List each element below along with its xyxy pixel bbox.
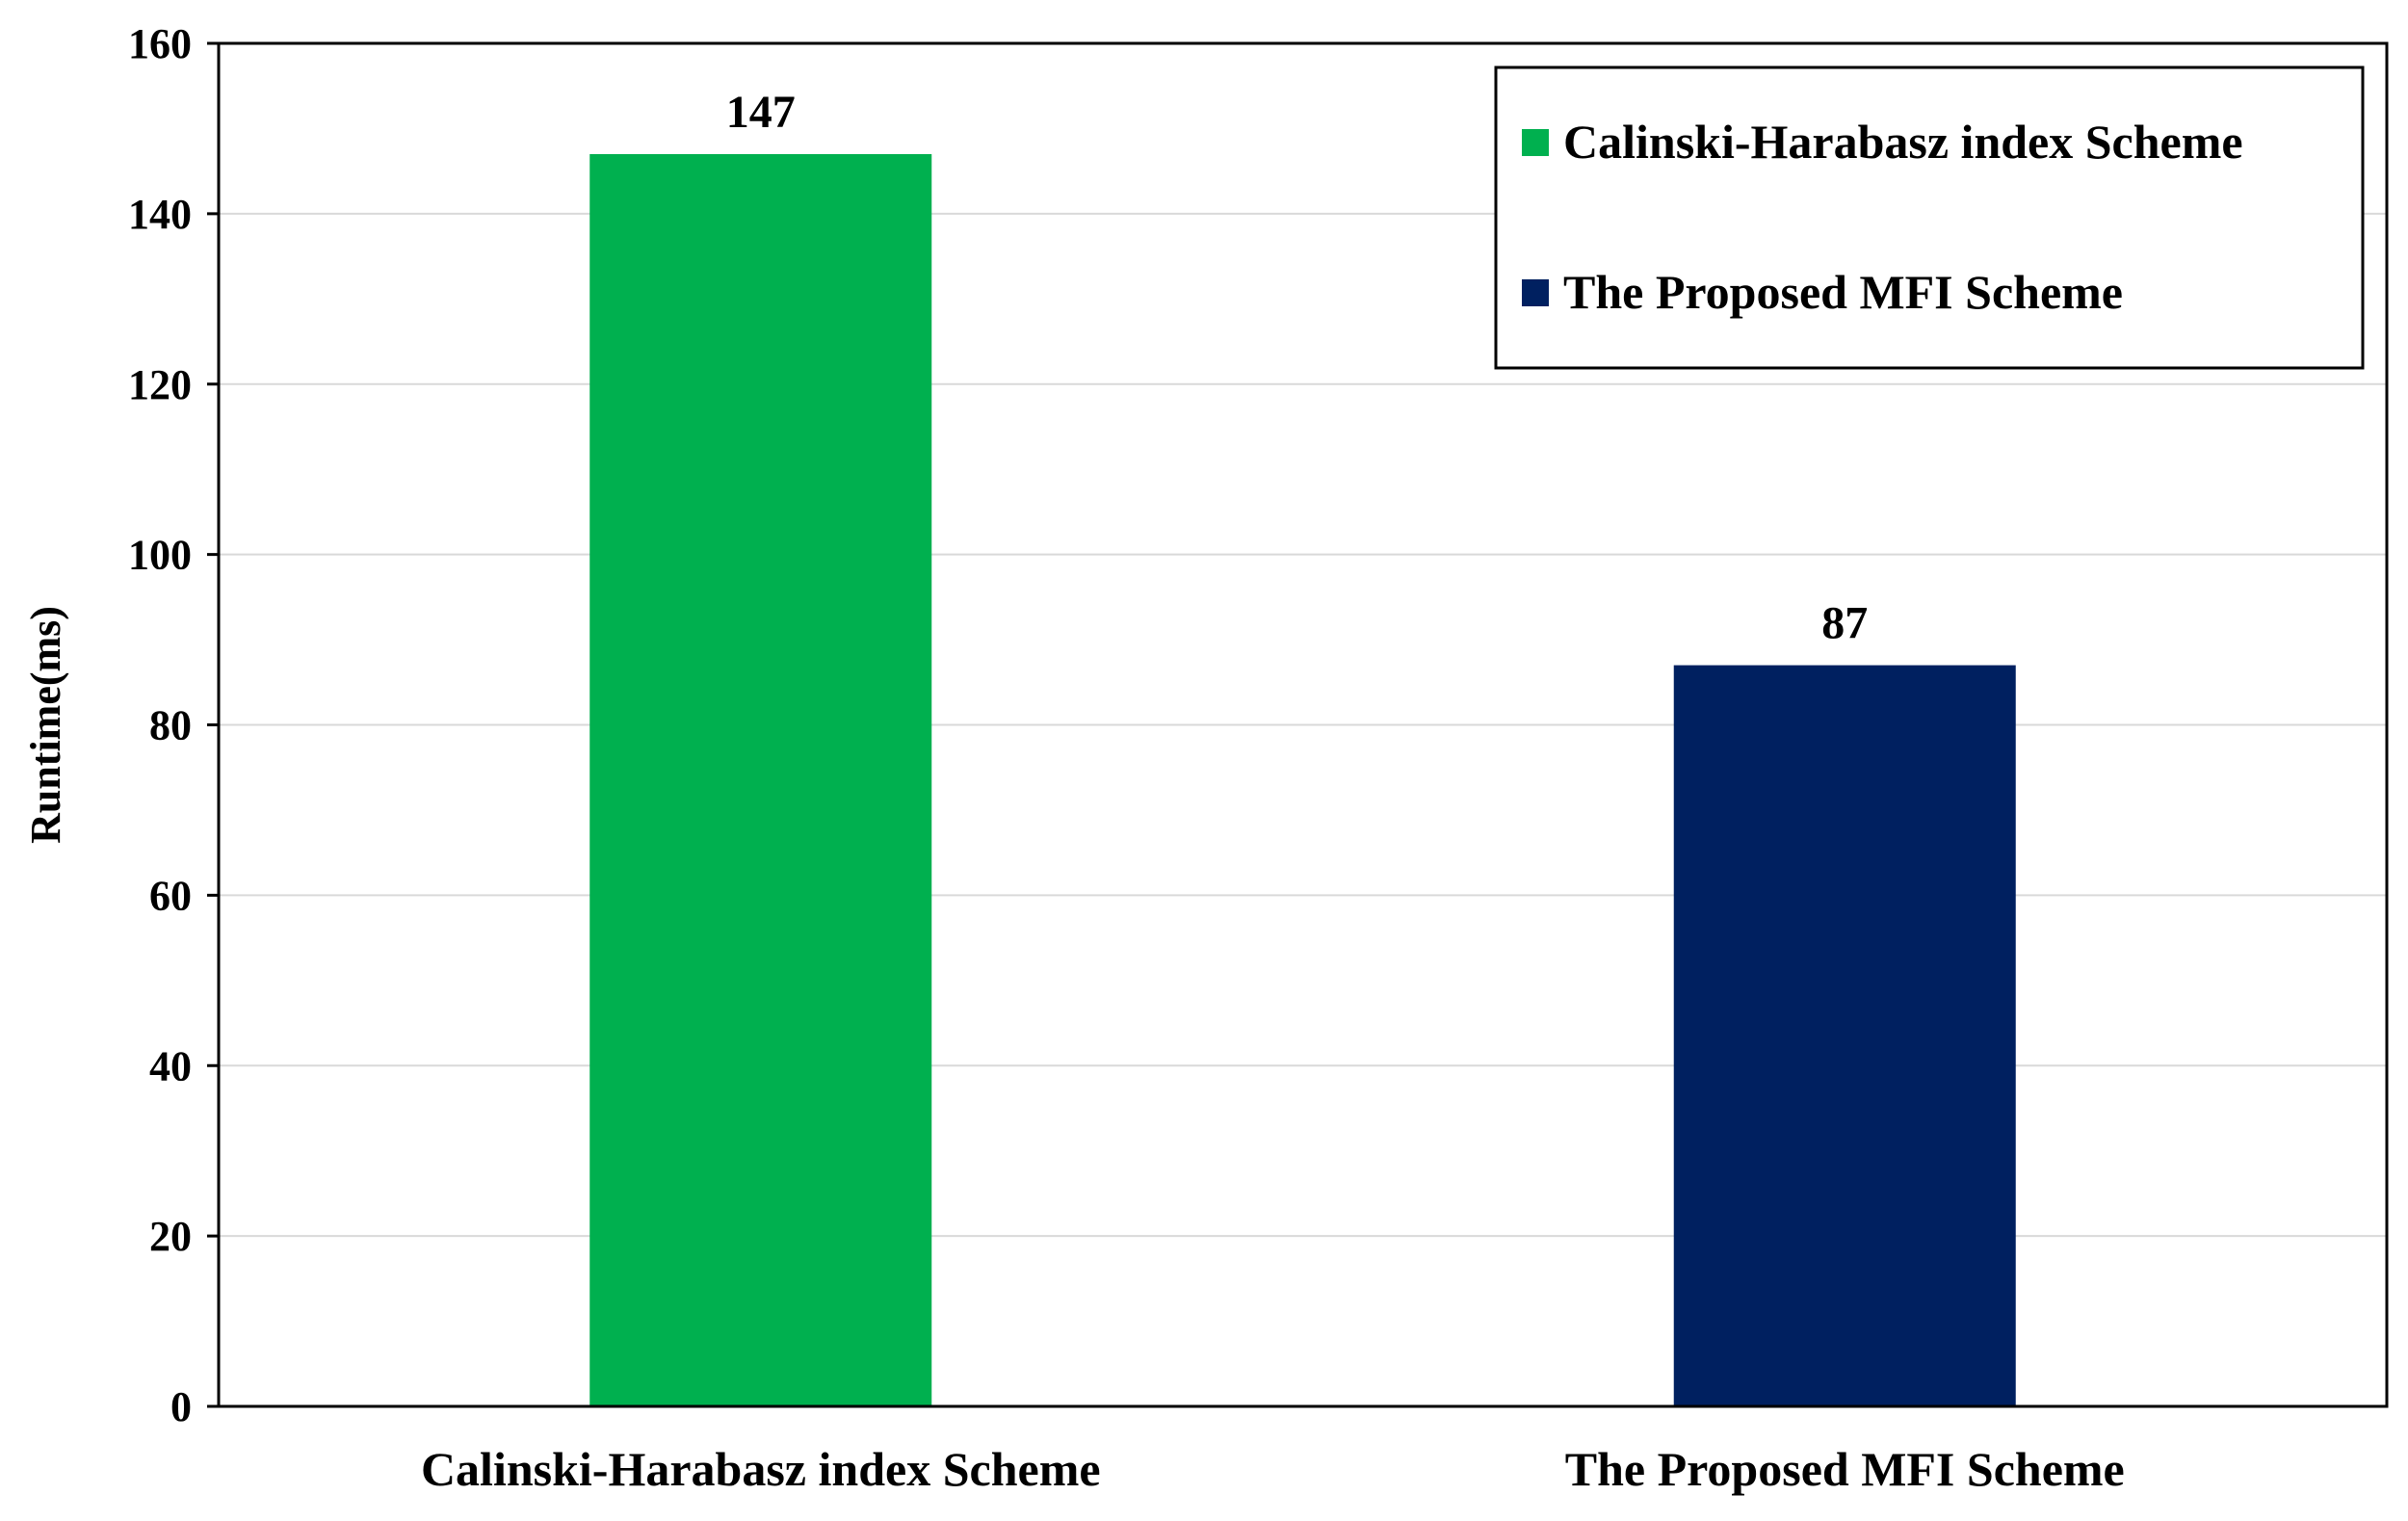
x-axis-ticks: Calinski-Harabasz index Scheme The Propos… — [421, 1442, 2125, 1496]
legend-swatch — [1522, 129, 1549, 156]
x-tick-label: The Proposed MFI Scheme — [1565, 1442, 2125, 1496]
y-axis-ticks: 0 20 40 60 80 100 120 140 160 — [128, 20, 219, 1430]
bars — [589, 153, 2016, 1406]
data-label: 147 — [726, 87, 796, 138]
y-tick-label: 40 — [149, 1042, 192, 1089]
y-tick-label: 20 — [149, 1213, 192, 1260]
legend-box — [1494, 66, 2365, 370]
legend: Calinski-Harabasz index Scheme The Propos… — [1494, 66, 2365, 370]
data-labels: 147 87 — [726, 87, 1869, 649]
y-tick-label: 120 — [128, 361, 192, 408]
y-tick-label: 160 — [128, 20, 192, 67]
bar — [589, 153, 932, 1406]
data-label: 87 — [1821, 598, 1868, 649]
y-tick-label: 140 — [128, 191, 192, 238]
y-tick-label: 0 — [170, 1383, 192, 1430]
y-tick-label: 80 — [149, 702, 192, 749]
y-axis-title: Runtime(ms) — [22, 606, 69, 844]
gridlines — [219, 212, 2387, 1238]
y-tick-label: 100 — [128, 532, 192, 579]
bar — [1673, 665, 2016, 1406]
legend-swatch — [1522, 279, 1549, 306]
legend-entries: Calinski-Harabasz index Scheme The Propos… — [1522, 115, 2243, 319]
legend-label: Calinski-Harabasz index Scheme — [1563, 115, 2243, 169]
legend-label: The Proposed MFI Scheme — [1563, 265, 2123, 319]
x-tick-label: Calinski-Harabasz index Scheme — [421, 1442, 1101, 1496]
y-tick-label: 60 — [149, 872, 192, 919]
